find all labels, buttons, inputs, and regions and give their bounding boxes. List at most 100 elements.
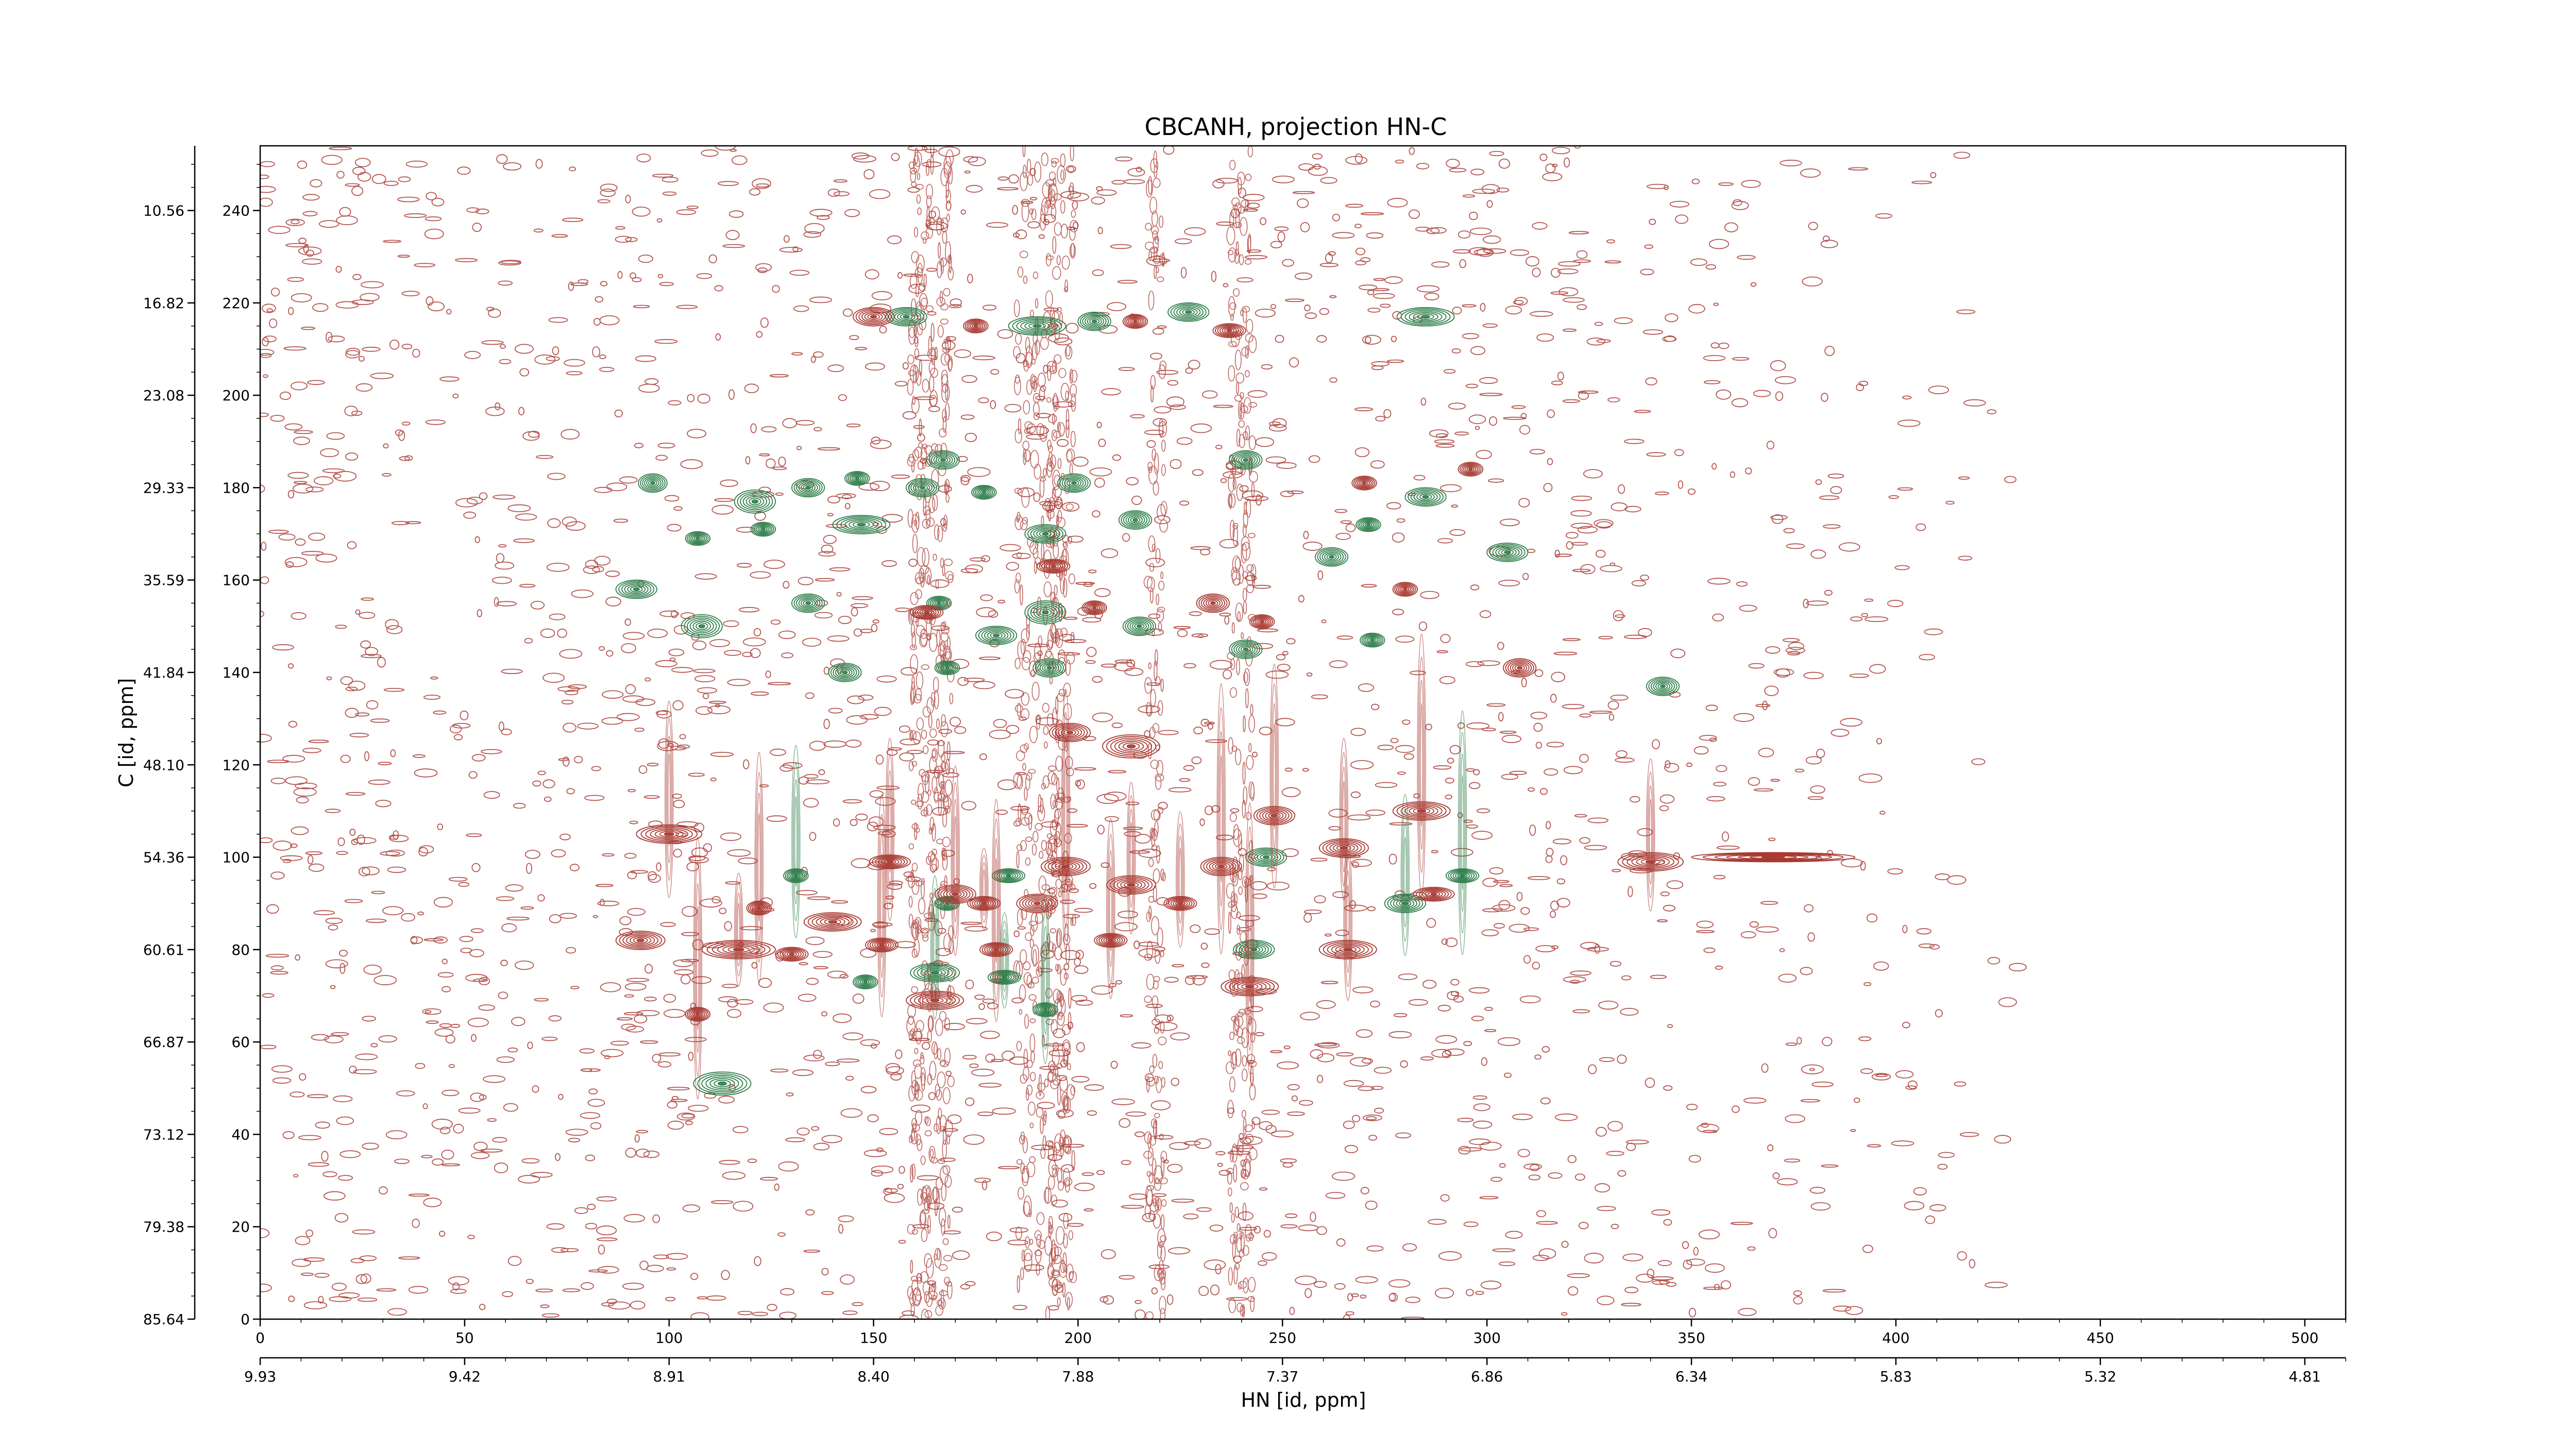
- peak: [1196, 593, 1230, 613]
- y2-tick-label: 16.82: [143, 295, 184, 312]
- y2-tick-label: 35.59: [143, 572, 184, 589]
- peak: [1503, 658, 1537, 678]
- peak: [1122, 616, 1157, 636]
- y-axis-index: 0 20 40 60 80 100 120 140 160 180 200 220 240: [223, 164, 260, 1328]
- peak: [1024, 600, 1066, 625]
- peak: [1102, 734, 1161, 759]
- peak: [832, 515, 891, 534]
- x-tick-label: 200: [1064, 1329, 1092, 1346]
- peak: [971, 484, 997, 500]
- peak: [1032, 658, 1066, 678]
- peak: [906, 990, 964, 1010]
- peak: [1351, 476, 1377, 491]
- x-tick-label: 400: [1882, 1329, 1909, 1346]
- y2-tick-label: 41.84: [143, 664, 184, 681]
- streak-contour-path: [1045, 146, 1078, 1311]
- peak: [1094, 818, 1128, 999]
- x2-tick-label: 4.81: [2289, 1368, 2320, 1385]
- peak: [1118, 510, 1153, 530]
- peak: [1691, 852, 1856, 863]
- peak: [852, 974, 878, 989]
- peak: [1392, 633, 1451, 896]
- x-tick-label: 0: [256, 1329, 265, 1346]
- y-tick-label: 180: [223, 479, 250, 496]
- peak: [1229, 450, 1263, 470]
- x-tick-label: 50: [455, 1329, 474, 1346]
- peak: [1384, 794, 1426, 956]
- x2-tick-label: 6.86: [1471, 1368, 1503, 1385]
- peak: [1392, 582, 1418, 597]
- peak: [926, 450, 960, 470]
- peak: [1163, 811, 1197, 948]
- peak: [791, 593, 825, 613]
- peak: [636, 700, 703, 898]
- peak: [1077, 311, 1111, 331]
- peak: [1396, 307, 1455, 327]
- peak-contours: [615, 302, 1856, 1100]
- peak: [803, 912, 862, 932]
- peak: [615, 579, 657, 599]
- y2-tick-label: 54.36: [143, 849, 184, 866]
- peak: [1212, 323, 1246, 338]
- peak: [1106, 782, 1157, 935]
- x2-tick-label: 9.93: [244, 1368, 276, 1385]
- peak: [1315, 547, 1349, 567]
- y-axis-ppm: 85.64 79.38 73.12 66.87 60.61 54.36 48.10 41.84…: [143, 146, 196, 1328]
- x2-tick-label: 5.32: [2084, 1368, 2116, 1385]
- peak: [1081, 600, 1107, 615]
- peak: [1318, 843, 1377, 1001]
- y-tick-label: 0: [241, 1311, 250, 1328]
- peak: [1016, 894, 1058, 913]
- peak: [1167, 302, 1210, 322]
- peak: [967, 848, 1001, 931]
- peak: [693, 1071, 752, 1096]
- y2-tick-label: 66.87: [143, 1034, 184, 1051]
- x-axis-title: HN [id, ppm]: [1241, 1389, 1366, 1411]
- x-tick-label: 350: [1677, 1329, 1705, 1346]
- y-tick-label: 240: [223, 203, 250, 220]
- peak: [681, 614, 723, 638]
- peak: [979, 799, 1013, 1022]
- y-tick-label: 200: [223, 387, 250, 404]
- streak-contour-path: [906, 146, 955, 1319]
- x2-tick-label: 9.42: [449, 1368, 481, 1385]
- x2-tick-label: 5.83: [1880, 1368, 1912, 1385]
- peak: [1249, 614, 1275, 629]
- plot-frame: [259, 145, 2347, 1320]
- y-tick-label: 80: [231, 941, 250, 958]
- y2-tick-label: 10.56: [143, 203, 184, 220]
- peak: [885, 307, 927, 327]
- x2-tick-label: 6.34: [1675, 1368, 1707, 1385]
- peak: [1646, 677, 1680, 696]
- y2-tick-label: 79.38: [143, 1219, 184, 1236]
- peak: [685, 836, 710, 1100]
- y2-tick-label: 29.33: [143, 479, 184, 496]
- x-tick-label: 250: [1269, 1329, 1296, 1346]
- peak: [1122, 314, 1148, 329]
- peak: [1404, 487, 1447, 507]
- noise-contours: [260, 146, 2027, 1319]
- y-tick-label: 40: [231, 1126, 250, 1143]
- y2-tick-label: 73.12: [143, 1126, 184, 1143]
- series-1: [615, 307, 1856, 1100]
- streak-contour-path: [1226, 146, 1258, 1318]
- y-axis-title: C [id, ppm]: [115, 678, 138, 787]
- peak: [1041, 688, 1091, 952]
- y2-tick-label: 48.10: [143, 756, 184, 773]
- peak: [1318, 737, 1369, 901]
- peak: [615, 931, 666, 950]
- peak: [1049, 722, 1091, 743]
- peak: [934, 660, 960, 676]
- peak: [746, 751, 772, 983]
- x2-tick-label: 8.40: [857, 1368, 889, 1385]
- peak: [963, 318, 989, 333]
- peak: [1024, 524, 1066, 544]
- x-tick-label: 300: [1473, 1329, 1500, 1346]
- y2-tick-label: 85.64: [143, 1311, 184, 1328]
- x-tick-label: 450: [2087, 1329, 2114, 1346]
- peak: [1032, 896, 1058, 1065]
- peak: [1617, 758, 1684, 912]
- peak: [1221, 802, 1279, 1075]
- noise-contour-path: [260, 146, 2027, 1319]
